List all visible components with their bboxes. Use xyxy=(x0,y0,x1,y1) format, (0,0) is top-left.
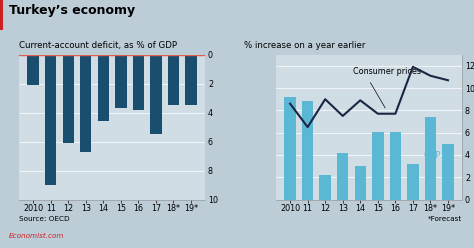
Bar xyxy=(302,101,313,200)
Bar xyxy=(337,153,348,200)
Bar xyxy=(63,55,74,143)
Text: Current-account deficit, as % of GDP: Current-account deficit, as % of GDP xyxy=(19,41,177,50)
Text: Turkey’s economy: Turkey’s economy xyxy=(9,4,135,17)
Bar xyxy=(442,144,454,200)
Text: GDP: GDP xyxy=(423,151,440,160)
Bar xyxy=(98,55,109,121)
Bar xyxy=(133,55,144,110)
Bar xyxy=(80,55,91,152)
Text: Economist.com: Economist.com xyxy=(9,233,64,239)
Bar xyxy=(45,55,56,185)
Bar xyxy=(355,166,366,200)
Bar xyxy=(168,55,179,105)
Text: % increase on a year earlier: % increase on a year earlier xyxy=(244,41,365,50)
Text: *Forecast: *Forecast xyxy=(428,216,462,222)
Bar xyxy=(150,55,162,134)
Text: Source: OECD: Source: OECD xyxy=(19,216,70,222)
Bar xyxy=(115,55,127,108)
Bar xyxy=(185,55,197,105)
Bar xyxy=(284,97,296,200)
Bar xyxy=(27,55,39,85)
Bar xyxy=(407,164,419,200)
Bar xyxy=(390,131,401,200)
Bar xyxy=(425,117,436,200)
Bar xyxy=(372,131,383,200)
Bar xyxy=(319,175,331,200)
Text: Consumer prices: Consumer prices xyxy=(353,66,421,76)
